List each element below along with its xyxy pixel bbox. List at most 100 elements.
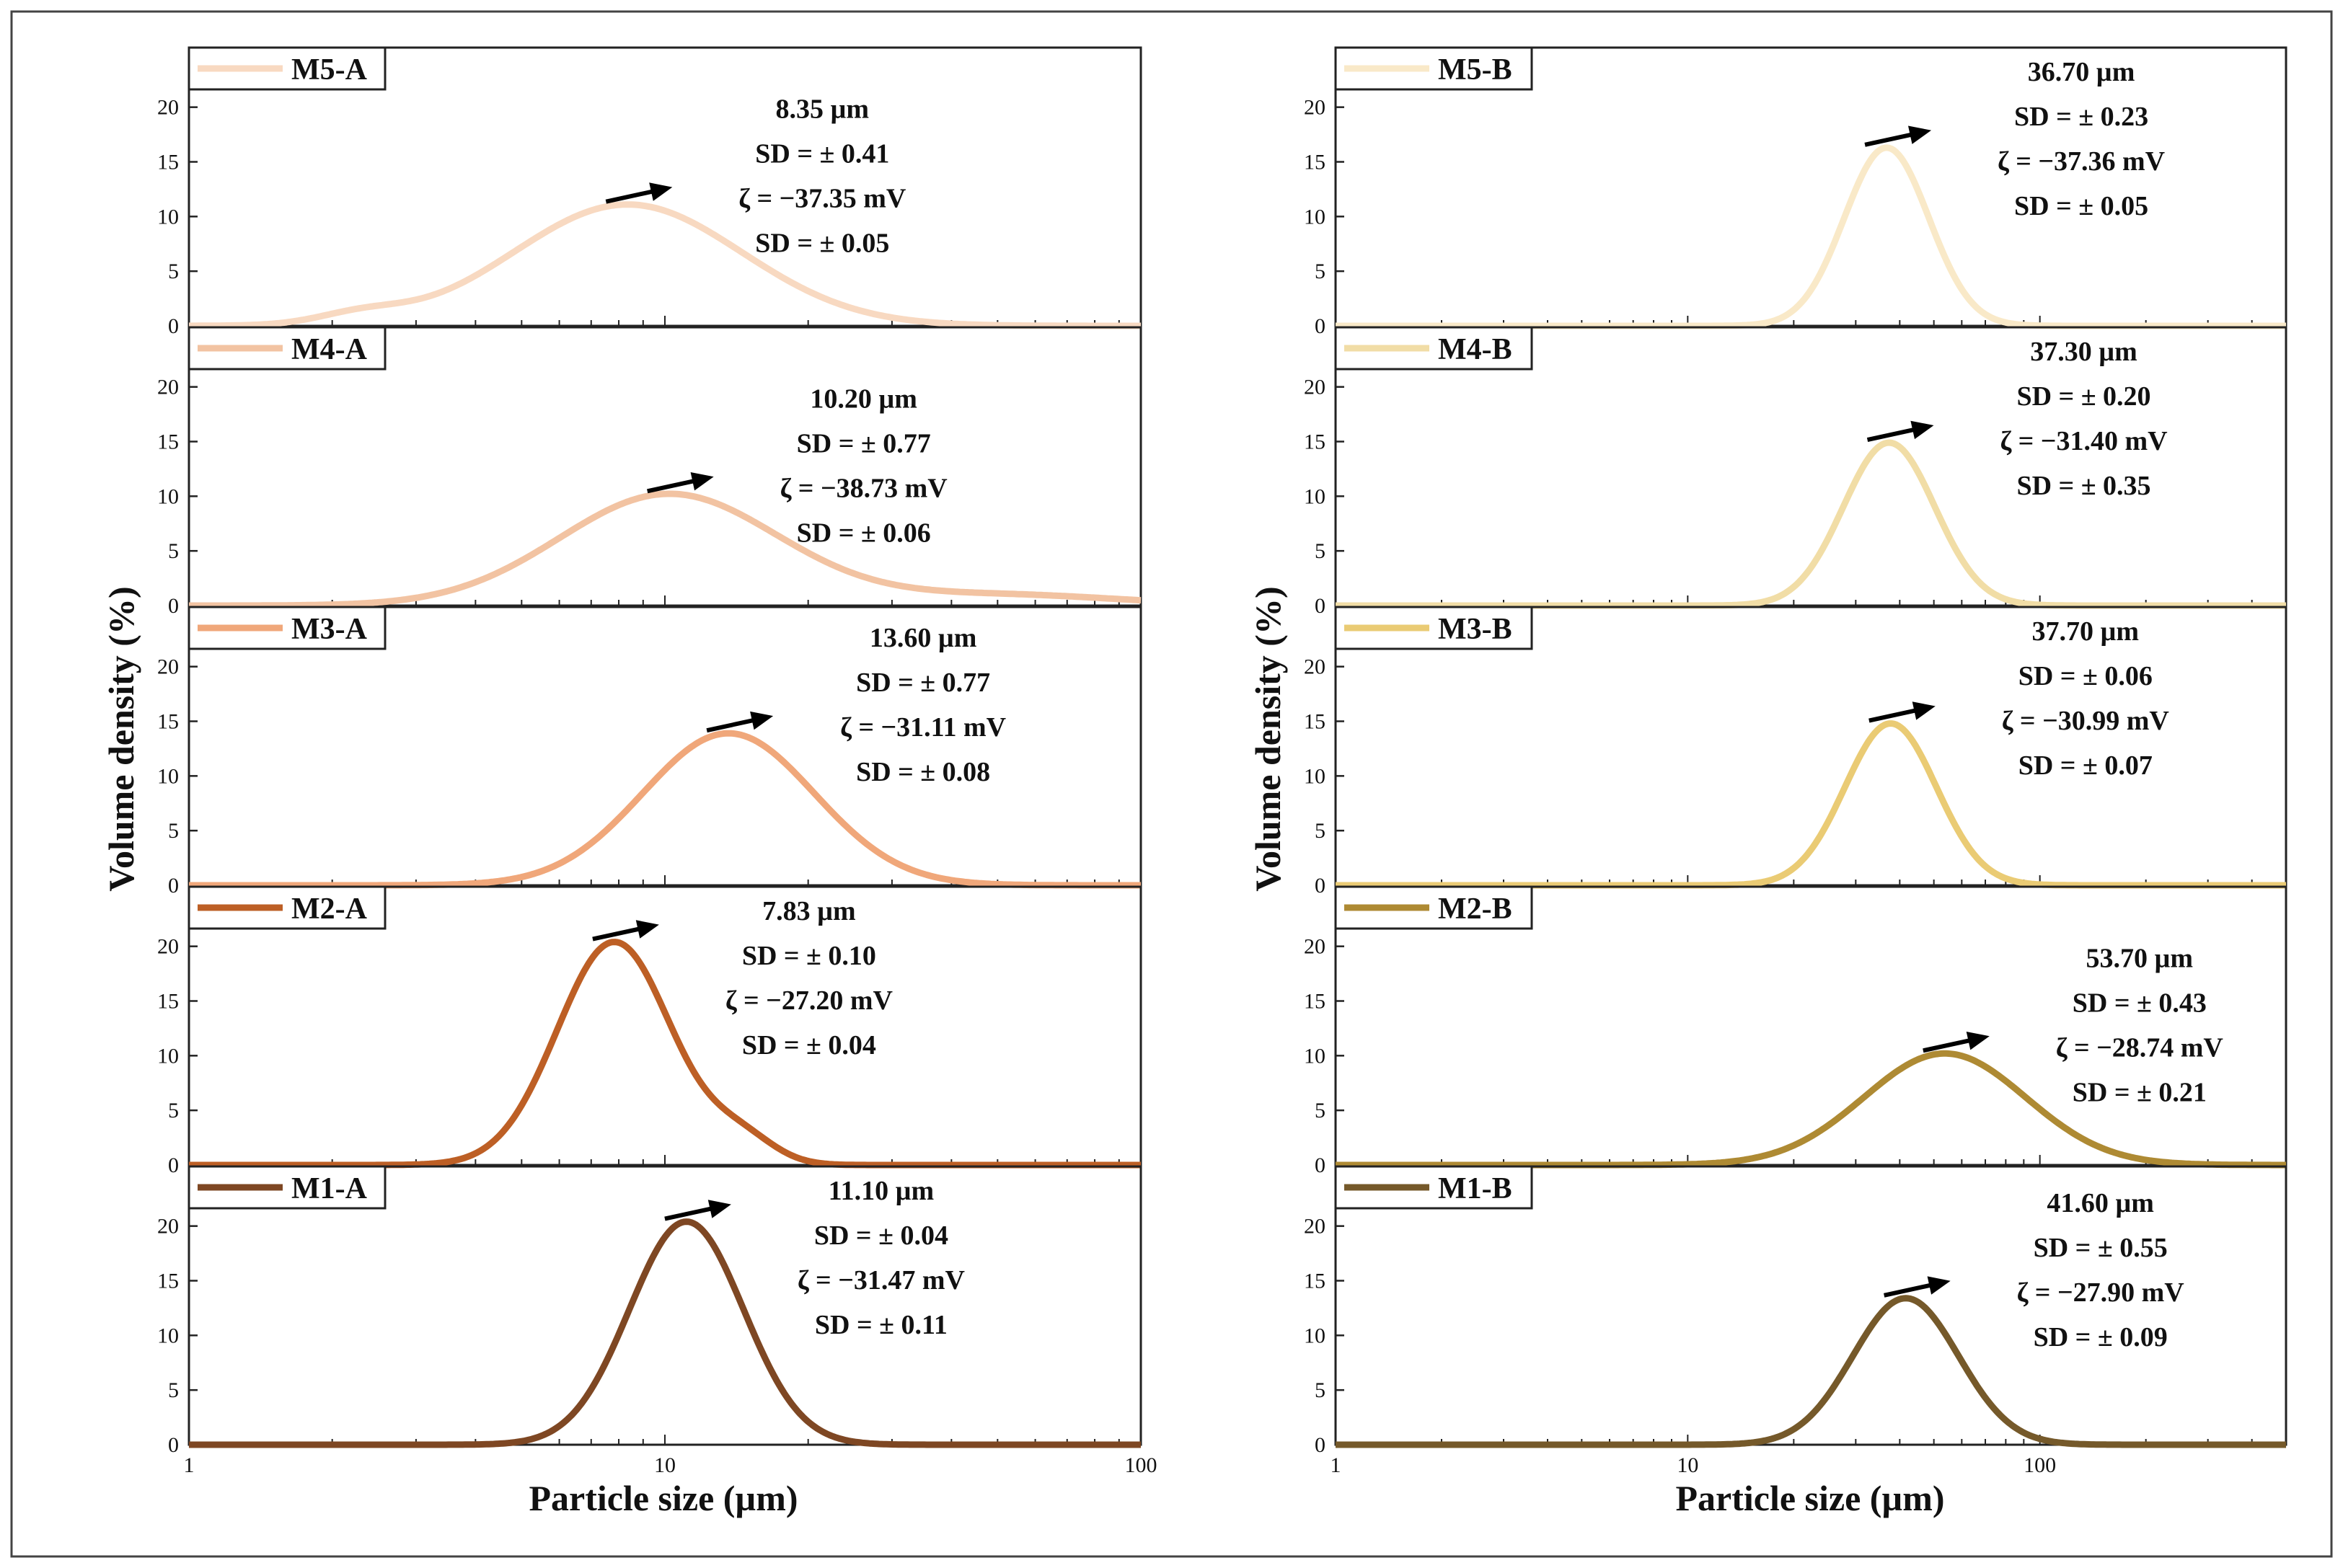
- sd-label: SD = ± 0.04: [742, 1030, 876, 1060]
- y-tick-label: 5: [1315, 819, 1325, 843]
- legend-label: M1-B: [1438, 1172, 1512, 1205]
- y-tick-label: 5: [1315, 260, 1325, 283]
- zeta-potential-label: ζ = −31.47 mV: [798, 1265, 966, 1295]
- panel-frame: [1334, 326, 2287, 607]
- x-tick-label: 1: [1331, 1453, 1341, 1477]
- panel-frame: [1334, 1165, 2287, 1446]
- peak-arrow-head: [635, 920, 659, 939]
- series-line-m4-b: [1334, 439, 2287, 609]
- legend-label: M3-A: [291, 613, 368, 646]
- sd-label: SD = ± 0.77: [797, 428, 931, 459]
- series-line-m2-a: [187, 939, 1142, 1169]
- x-tick-label: 10: [1677, 1453, 1698, 1477]
- sd-label: SD = ± 0.08: [856, 757, 990, 787]
- panel-m2-b: 0 5 10 15 20 M2-B 53.70 µm SD = ± 0.43 ζ = −28.7…: [1304, 885, 2287, 1177]
- x-tick-label: 100: [1125, 1453, 1157, 1477]
- peak-size-label: 53.70 µm: [2086, 943, 2194, 973]
- y-axis-title-b: Volume density (%): [1248, 586, 1288, 891]
- zeta-potential-label: ζ = −30.99 mV: [2002, 706, 2170, 736]
- y-tick-label: 10: [157, 1044, 179, 1068]
- y-tick-label: 20: [157, 96, 179, 120]
- sd-label: SD = ± 0.77: [856, 668, 990, 698]
- sd-label: SD = ± 0.06: [2018, 661, 2153, 691]
- x-tick-label: 10: [654, 1453, 676, 1477]
- legend-label: M3-B: [1438, 613, 1512, 646]
- figure-border: [10, 10, 2333, 1558]
- series-line-m2-b: [1334, 1050, 2287, 1169]
- legend-label: M2-A: [291, 892, 368, 926]
- peak-arrow-head: [750, 711, 774, 730]
- y-tick-label: 5: [1315, 1099, 1325, 1122]
- panel-frame: [1334, 606, 2287, 887]
- peak-arrow-head: [1927, 1276, 1951, 1295]
- peak-arrow-head: [1910, 420, 1934, 440]
- panel-m1-b: 0 5 10 15 20 M1-B 41.60 µm SD = ± 0.55 ζ = −27.9…: [1304, 1165, 2287, 1457]
- peak-size-label: 41.60 µm: [2047, 1188, 2154, 1218]
- series-line-m1-b: [1334, 1295, 2287, 1448]
- y-tick-label: 0: [168, 314, 179, 338]
- peak-size-label: 11.10 µm: [829, 1176, 934, 1206]
- sd-label: SD = ± 0.07: [2018, 750, 2153, 781]
- y-tick-label: 0: [1315, 314, 1325, 338]
- y-tick-label: 10: [1304, 205, 1325, 229]
- zeta-potential-label: ζ = −37.36 mV: [1998, 146, 2166, 177]
- y-tick-label: 5: [1315, 1378, 1325, 1402]
- zeta-potential-label: ζ = −31.11 mV: [840, 712, 1007, 743]
- sd-label: SD = ± 0.10: [742, 941, 876, 971]
- sd-label: SD = ± 0.35: [2016, 471, 2150, 501]
- sd-label: SD = ± 0.04: [814, 1221, 948, 1251]
- y-tick-label: 0: [168, 874, 179, 898]
- y-tick-label: 15: [1304, 990, 1325, 1014]
- y-tick-label: 20: [1304, 376, 1325, 399]
- panel-m1-a: 0 5 10 15 20 M1-A 11.10 µm SD = ± 0.04 ζ = −31.4…: [157, 1165, 1142, 1457]
- y-tick-label: 10: [157, 484, 179, 508]
- panel-m5-b: 0 5 10 15 20 M5-B 36.70 µm SD = ± 0.23 ζ = −37.3…: [1304, 46, 2287, 338]
- y-tick-label: 5: [168, 260, 179, 283]
- legend-label: M4-A: [291, 333, 368, 366]
- legend-label: M5-A: [291, 53, 368, 87]
- series-line-m3-a: [187, 730, 1142, 889]
- legend-label: M1-A: [291, 1172, 368, 1205]
- y-tick-label: 10: [157, 205, 179, 229]
- sd-label: SD = ± 0.23: [2014, 102, 2148, 132]
- y-tick-label: 5: [1315, 539, 1325, 563]
- peak-size-label: 37.30 µm: [2030, 337, 2137, 367]
- zeta-potential-label: ζ = −28.74 mV: [2056, 1032, 2224, 1063]
- sd-label: SD = ± 0.09: [2034, 1322, 2168, 1352]
- panel-m3-a: 0 5 10 15 20 M3-A 13.60 µm SD = ± 0.77 ζ = −31.1…: [157, 606, 1142, 898]
- peak-arrow-head: [1912, 701, 1936, 720]
- zeta-potential-label: ζ = −27.20 mV: [725, 985, 893, 1016]
- series-line-m1-a: [187, 1218, 1142, 1448]
- x-tick-label: 1: [184, 1453, 195, 1477]
- panel-frame: [1334, 46, 2287, 327]
- series-line-m4-a: [187, 490, 1142, 609]
- sd-label: SD = ± 0.05: [755, 229, 889, 259]
- panel-frame: [1334, 885, 2287, 1166]
- legend-label: M4-B: [1438, 333, 1512, 366]
- y-tick-label: 20: [1304, 935, 1325, 959]
- y-tick-label: 0: [1315, 594, 1325, 618]
- y-tick-label: 10: [1304, 764, 1325, 788]
- panel-m3-b: 0 5 10 15 20 M3-B 37.70 µm SD = ± 0.06 ζ = −30.9…: [1304, 606, 2287, 898]
- sd-label: SD = ± 0.55: [2034, 1233, 2168, 1263]
- y-tick-label: 10: [1304, 1324, 1325, 1347]
- y-axis-title-a: Volume density (%): [101, 586, 141, 891]
- y-tick-label: 15: [157, 430, 179, 454]
- y-tick-label: 20: [1304, 96, 1325, 120]
- peak-size-label: 10.20 µm: [810, 384, 917, 414]
- y-tick-label: 20: [157, 935, 179, 959]
- sd-label: SD = ± 0.41: [755, 139, 889, 169]
- legend-label: M2-B: [1438, 892, 1512, 926]
- y-tick-label: 15: [157, 1270, 179, 1293]
- y-tick-label: 0: [168, 1433, 179, 1457]
- legend-label: M5-B: [1438, 53, 1512, 87]
- x-axis-title-a: Particle size (µm): [529, 1478, 798, 1518]
- panel-m4-b: 0 5 10 15 20 M4-B 37.30 µm SD = ± 0.20 ζ = −31.4…: [1304, 326, 2287, 618]
- y-tick-label: 10: [157, 1324, 179, 1347]
- peak-arrow-head: [690, 472, 714, 491]
- sd-label: SD = ± 0.11: [815, 1310, 948, 1340]
- y-tick-label: 0: [168, 1153, 179, 1177]
- peak-size-label: 7.83 µm: [762, 896, 856, 926]
